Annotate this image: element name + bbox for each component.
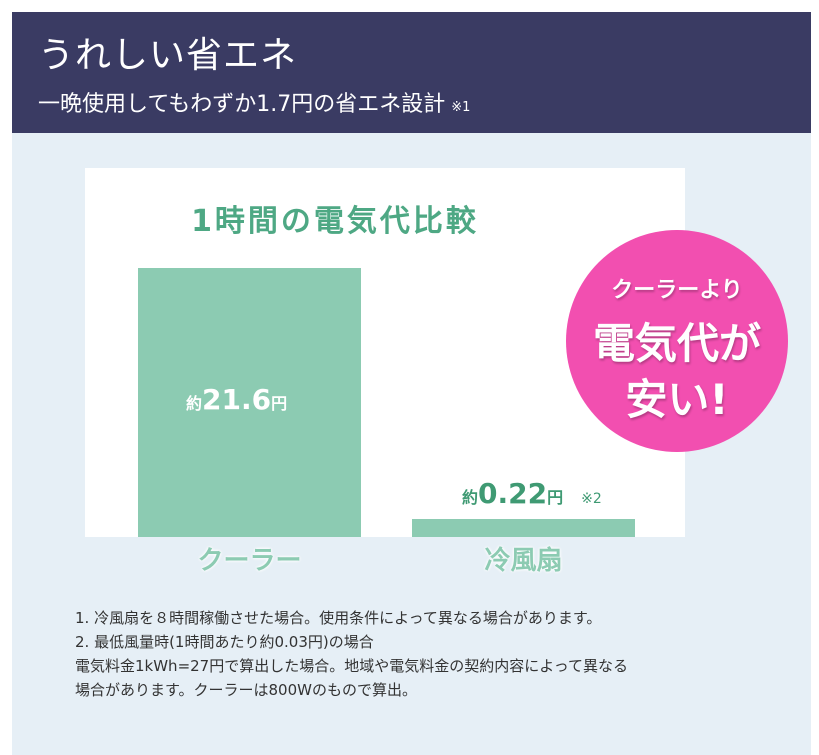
value-prefix: 約 bbox=[186, 393, 203, 413]
value-unit: 円 bbox=[271, 393, 288, 413]
value-label-fan: 約0.22円 ※2 bbox=[462, 477, 602, 510]
footnote: 電気料金1kWh=27円で算出した場合。地域や電気料金の契約内容によって異なる bbox=[75, 657, 629, 675]
footnotes: 1. 冷風扇を８時間稼働させた場合。使用条件によって異なる場合があります。 2.… bbox=[75, 606, 628, 702]
header-banner: うれしい省エネ 一晩使用してもわずか1.7円の省エネ設計 ※1 bbox=[12, 12, 811, 133]
bar-air-cooler-fan bbox=[412, 519, 635, 537]
badge-line2: 電気代が bbox=[592, 319, 761, 368]
footnote: 2. 最低風量時(1時間あたり約0.03円)の場合 bbox=[75, 633, 374, 651]
page-subtitle: 一晩使用してもわずか1.7円の省エネ設計 ※1 bbox=[38, 86, 470, 118]
category-label-fan: 冷風扇 bbox=[484, 546, 563, 576]
value-number: 0.22 bbox=[478, 477, 548, 510]
cheaper-badge: クーラーより 電気代が 安い! bbox=[566, 230, 788, 452]
value-number: 21.6 bbox=[202, 382, 272, 416]
value-label-cooler: 約21.6円 bbox=[186, 383, 287, 416]
footnote: 場合があります。クーラーは800Wのもので算出。 bbox=[75, 681, 417, 699]
badge-line3: 安い! bbox=[625, 375, 729, 424]
page-title: うれしい省エネ bbox=[38, 35, 298, 76]
value-unit: 円 bbox=[547, 488, 564, 507]
subtitle-text: 一晩使用してもわずか1.7円の省エネ設計 bbox=[38, 92, 446, 117]
footnote: 1. 冷風扇を８時間稼働させた場合。使用条件によって異なる場合があります。 bbox=[75, 609, 602, 627]
subtitle-note: ※1 bbox=[451, 100, 471, 115]
badge-line1: クーラーより bbox=[611, 278, 743, 303]
chart-title: 1時間の電気代比較 bbox=[191, 204, 479, 239]
value-prefix: 約 bbox=[462, 488, 479, 507]
category-label-cooler: クーラー bbox=[197, 546, 302, 576]
bar-cooler bbox=[138, 268, 361, 537]
value-note: ※2 bbox=[581, 491, 602, 507]
